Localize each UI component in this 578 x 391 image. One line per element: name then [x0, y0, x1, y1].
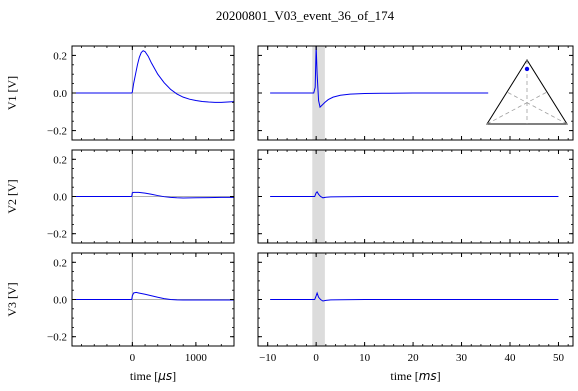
x-tick-label: 1000 [185, 352, 208, 364]
x-axis-label-prefix: time [ [390, 369, 418, 383]
inset-dot [524, 66, 530, 72]
x-tick-label: 0 [313, 352, 319, 364]
inset-triangle [486, 59, 568, 125]
x-axis-label-prefix: time [ [130, 369, 158, 383]
x-tick-label: 40 [505, 352, 517, 364]
trace-line [72, 50, 234, 103]
panel-2-left: −0.2 0.0 0.2 [47, 149, 235, 244]
x-tick-label: 30 [456, 352, 468, 364]
x-tick-label: 0 [130, 352, 136, 364]
y-axis-label: V2 [V] [5, 179, 19, 213]
x-axis-label-unit: μs [157, 369, 172, 383]
y-axis-label: V1 [V] [5, 76, 19, 110]
y-tick-label: −0.2 [47, 126, 67, 138]
x-axis-label-unit: ms [419, 369, 437, 383]
x-axis-label: time [μs] [130, 369, 176, 383]
x-axis-label: time [ms] [390, 369, 440, 383]
trace-line [270, 191, 559, 199]
y-tick-label: 0.0 [53, 295, 67, 307]
y-tick-label: −0.2 [47, 332, 67, 344]
panel-1-right [257, 45, 574, 141]
panels: −0.2 0.0 0.2 V1 [V] −0.2 0.0 0.2 V2 [V] −0.2 0.0 0… [5, 45, 574, 383]
chart-title: 20200801_V03_event_36_of_174 [216, 8, 395, 23]
panel-3-right: −10 0 10 20 30 40 50 time [ms] [257, 252, 574, 383]
x-axis-label-suffix: ] [437, 369, 441, 383]
y-tick-label: 0.0 [53, 88, 67, 100]
panel-1-left: −0.2 0.0 0.2 [47, 45, 235, 141]
y-axis-label: V3 [V] [5, 282, 19, 316]
shaded-span [312, 150, 325, 243]
panel-3-left: −0.2 0.0 0.2 0 1000 time [μs] [47, 252, 235, 383]
x-axis-label-suffix: ] [172, 369, 176, 383]
trace-line [270, 291, 559, 302]
trace-line [72, 191, 234, 199]
shaded-span [312, 253, 325, 346]
x-tick-label: 20 [408, 352, 420, 364]
y-tick-label: 0.2 [53, 154, 67, 166]
x-tick-label: 50 [553, 352, 565, 364]
trace-line [270, 46, 489, 109]
y-tick-label: −0.2 [47, 229, 67, 241]
inset-median-line [486, 91, 548, 125]
y-tick-label: 0.2 [53, 257, 67, 269]
x-tick-label: −10 [259, 352, 277, 364]
trace-line [72, 291, 234, 301]
y-tick-label: 0.2 [53, 50, 67, 62]
y-tick-label: 0.0 [53, 192, 67, 204]
panel-2-right [257, 149, 574, 244]
x-tick-label: 10 [359, 352, 371, 364]
inset-median-line [506, 91, 568, 125]
